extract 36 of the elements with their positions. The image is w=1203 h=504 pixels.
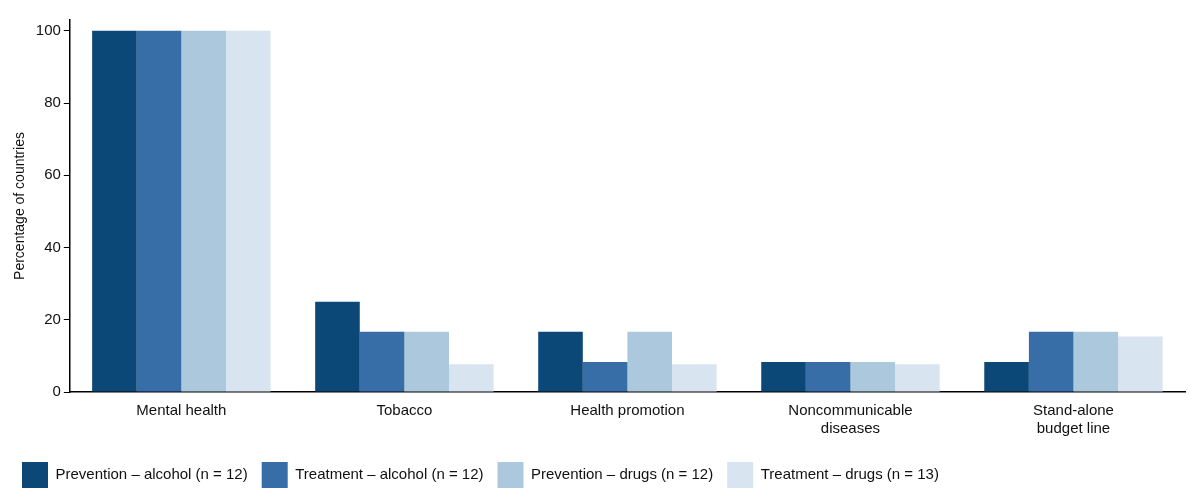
y-tick-label: 0 — [52, 382, 61, 400]
y-axis-title: Percentage of countries — [11, 132, 28, 280]
bar — [404, 331, 449, 392]
bar — [984, 362, 1029, 392]
x-tick-label: Mental health — [136, 401, 227, 419]
x-tick-label: Stand-alone budget line — [1033, 401, 1114, 437]
bar — [1028, 331, 1074, 392]
bar — [672, 364, 717, 392]
y-tick-label: 60 — [44, 165, 61, 183]
legend-label: Treatment – alcohol (n = 12) — [295, 465, 484, 483]
bar — [136, 30, 182, 392]
bar — [315, 301, 360, 392]
legend-label: Prevention – alcohol (n = 12) — [55, 465, 248, 483]
y-tick-label: 20 — [44, 309, 61, 327]
bar — [225, 30, 271, 392]
bar — [538, 331, 583, 392]
x-tick-label: Tobacco — [376, 401, 433, 419]
bar — [761, 362, 806, 392]
x-tick-label: Health promotion — [570, 401, 685, 419]
bar — [895, 364, 940, 392]
bar — [1073, 331, 1119, 392]
y-tick-label: 100 — [35, 20, 61, 38]
bar — [92, 30, 137, 392]
y-tick-label: 40 — [44, 237, 61, 255]
y-tick-label: 80 — [44, 93, 61, 111]
bar — [181, 30, 226, 392]
legend-label: Treatment – drugs (n = 13) — [760, 465, 939, 483]
bar — [582, 362, 628, 392]
bar — [805, 362, 851, 392]
bar — [1118, 336, 1163, 392]
bar — [850, 362, 896, 392]
x-tick-label: Noncommunicable diseases — [788, 401, 913, 437]
bar — [627, 331, 673, 392]
bar — [359, 331, 405, 392]
bar — [448, 364, 494, 392]
legend-label: Prevention – drugs (n = 12) — [530, 465, 714, 483]
